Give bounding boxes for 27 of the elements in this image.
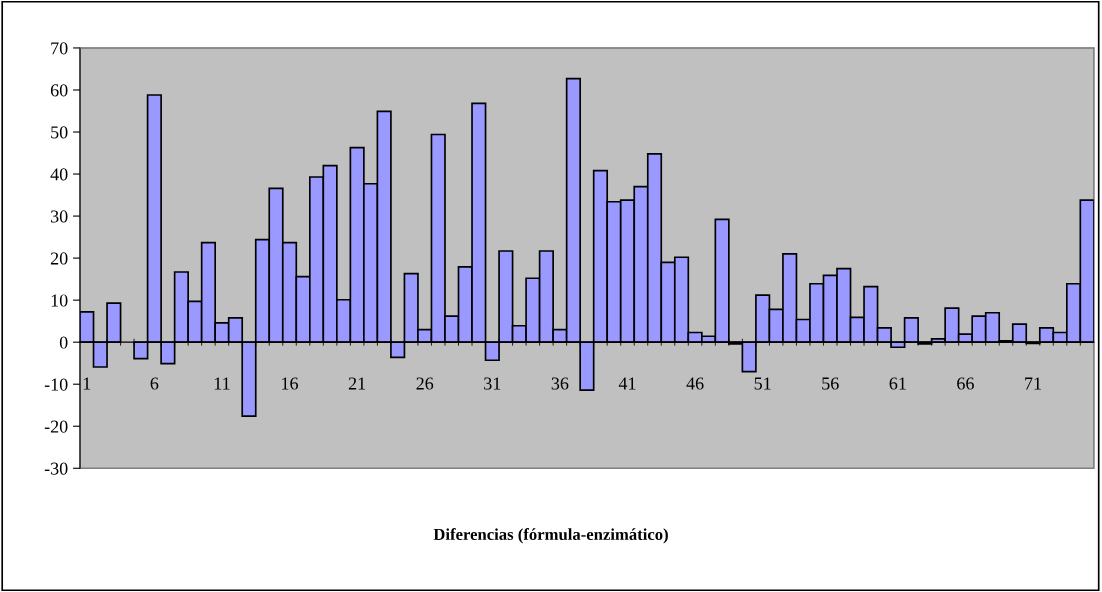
y-tick-label: 40 (50, 168, 68, 181)
y-tick-label: 50 (51, 126, 68, 139)
y-tick-label: 60 (50, 84, 68, 97)
x-tick-label: 71 (1025, 377, 1041, 390)
x-tick-label: 16 (282, 377, 299, 390)
x-tick-label: 66 (957, 377, 974, 390)
y-tick-label: -10 (44, 378, 68, 391)
y-tick-label: -30 (44, 462, 68, 475)
y-tick-label: 30 (51, 210, 68, 223)
x-tick-label: 56 (822, 377, 839, 390)
y-tick-label: 0 (59, 336, 68, 349)
x-tick-label: 6 (150, 377, 159, 390)
y-tick-label: 20 (50, 252, 68, 265)
x-tick-label: 11 (214, 377, 230, 390)
x-axis-title: Diferencias (fórmula-enzimático) (433, 528, 668, 544)
x-tick-label: 21 (348, 377, 366, 390)
x-tick-label: 26 (416, 377, 434, 390)
x-tick-label: 31 (484, 377, 501, 390)
x-tick-label: 51 (754, 377, 771, 390)
x-tick-label: 36 (551, 377, 569, 390)
y-tick-label: -20 (44, 420, 68, 433)
x-tick-label: 46 (686, 377, 704, 390)
x-tick-label: 1 (83, 377, 91, 390)
y-tick-label: 10 (51, 294, 68, 307)
y-tick-label: 70 (51, 42, 68, 55)
x-tick-label: 61 (889, 377, 906, 390)
x-tick-label: 41 (618, 377, 636, 390)
